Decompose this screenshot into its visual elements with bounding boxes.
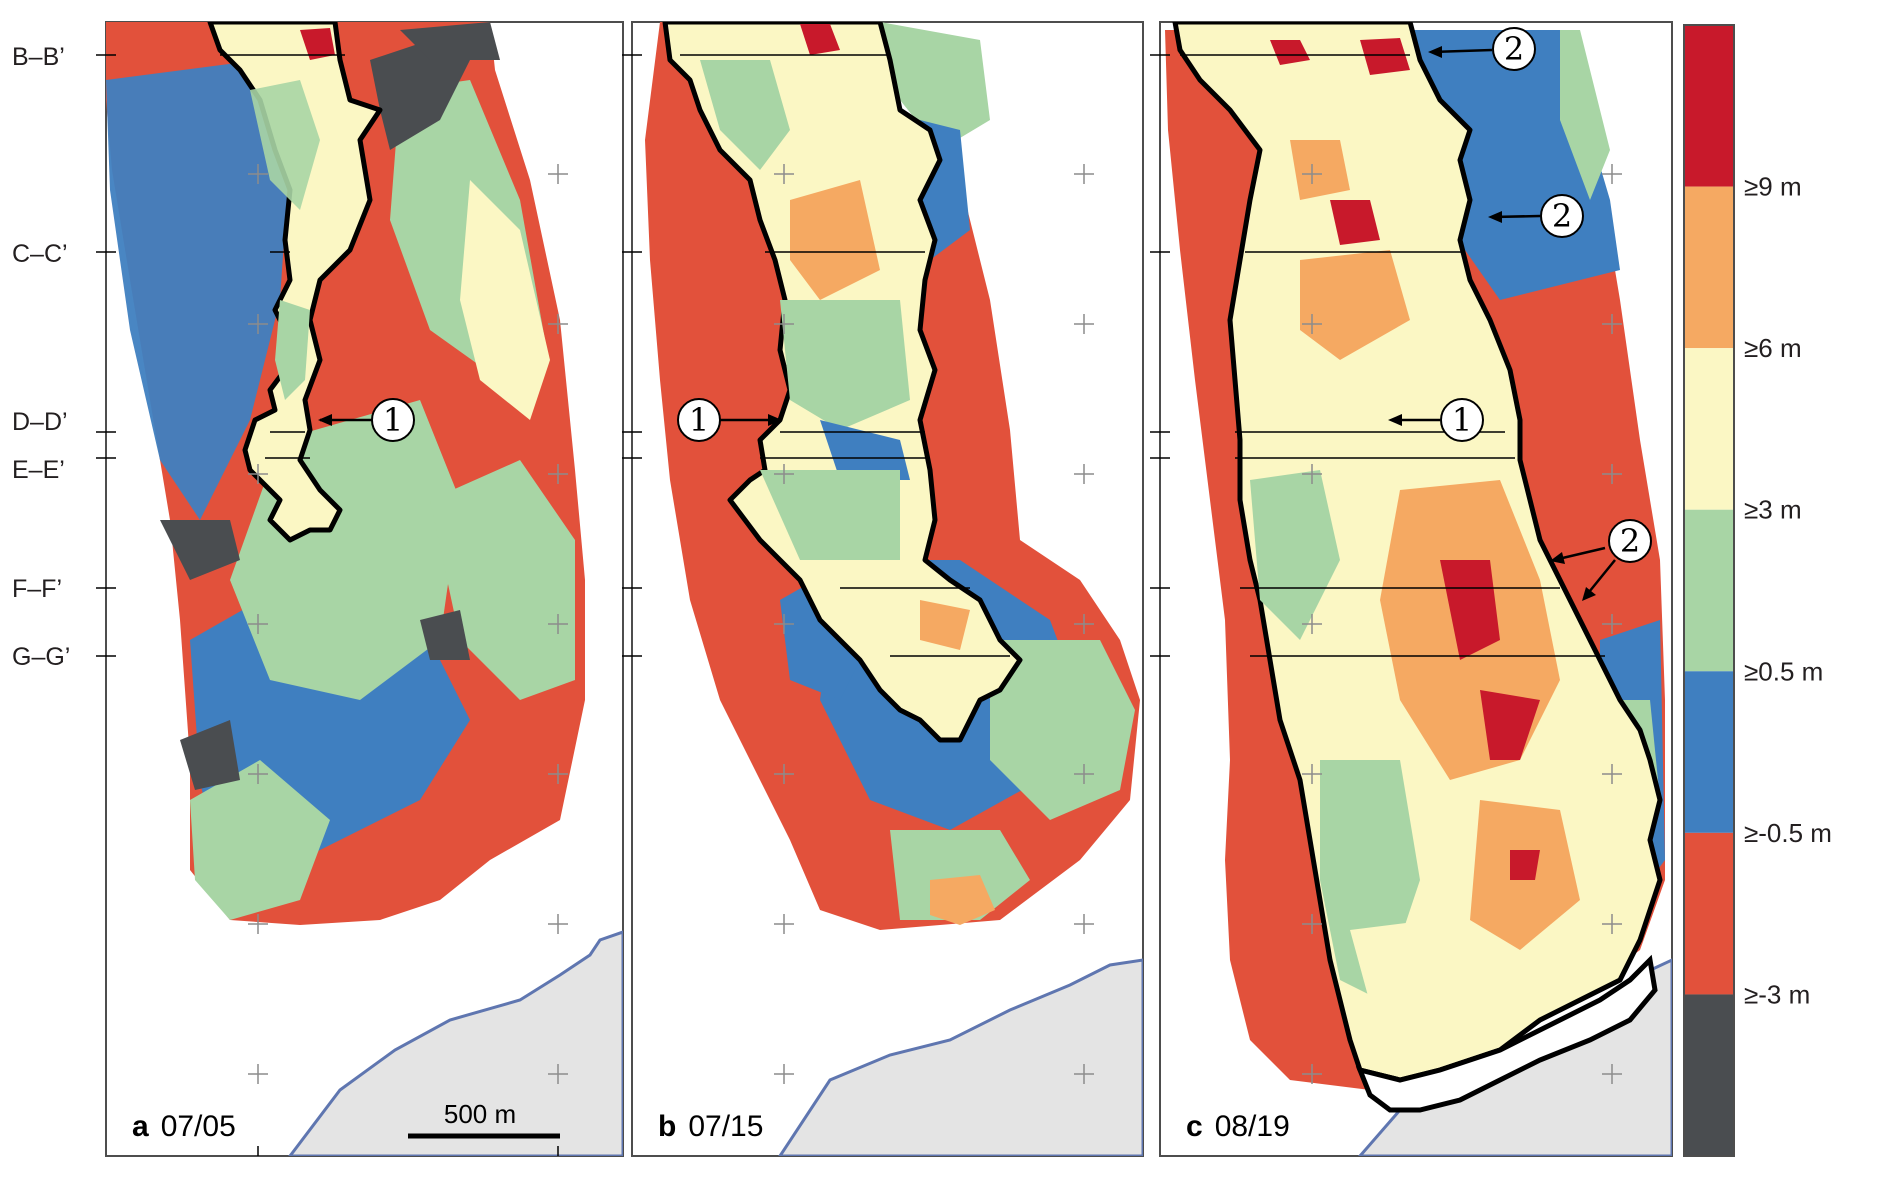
legend-label-6: ≥-3 m xyxy=(1744,979,1810,1009)
marker-a-1: 1 xyxy=(318,398,415,442)
legend-swatch-4 xyxy=(1684,671,1734,833)
marker-c-2-low: 2 xyxy=(1550,519,1652,601)
legend-frame xyxy=(1683,24,1735,1157)
profile-label-d: D–D’ xyxy=(12,408,68,436)
profile-label-b: B–B’ xyxy=(12,43,65,71)
legend-swatch-2 xyxy=(1684,348,1734,510)
profile-label-g: G–G’ xyxy=(12,643,70,671)
panel-a-tag: a 07/05 xyxy=(132,1110,236,1143)
ocean-a xyxy=(288,930,623,1156)
marker-c-2-mid: 2 xyxy=(1488,194,1584,238)
graticule-a xyxy=(248,164,568,1084)
panel-c-tag: c 08/19 xyxy=(1186,1110,1290,1143)
legend-label-3: ≥3 m xyxy=(1744,495,1802,525)
legend-label-2: ≥6 m xyxy=(1744,333,1802,363)
glacier-outline-a xyxy=(207,22,383,543)
scale-bar: 500 m xyxy=(408,1099,560,1139)
elevation-change-legend: ≥9 m ≥6 m ≥3 m ≥0.5 m ≥-0.5 m ≥-3 m xyxy=(1683,24,1832,1157)
legend-label-1: ≥9 m xyxy=(1744,172,1802,202)
legend-swatch-6 xyxy=(1684,994,1734,1156)
svg-text:1: 1 xyxy=(383,401,403,439)
legend-swatch-1 xyxy=(1684,186,1734,349)
profile-label-c: C–C’ xyxy=(12,240,68,268)
legend-label-4: ≥0.5 m xyxy=(1744,656,1823,686)
svg-text:2: 2 xyxy=(1504,30,1524,68)
marker-c-1: 1 xyxy=(1388,398,1484,442)
legend-swatch-5 xyxy=(1684,832,1734,995)
marker-c-2-top: 2 xyxy=(1428,27,1536,71)
legend-swatch-0 xyxy=(1684,25,1734,187)
legend-swatch-3 xyxy=(1684,509,1734,672)
panel-b: 1 b 07/15 xyxy=(622,21,1144,1157)
profile-labels: B–B’ C–C’ D–D’ E–E’ F–F’ G–G’ xyxy=(12,43,70,671)
marker-b-1: 1 xyxy=(677,398,782,442)
panel-a: 1 500 m a 07/05 xyxy=(96,21,624,1157)
panel-c: 2 2 1 2 c 08/19 xyxy=(1150,21,1673,1157)
scale-bar-label: 500 m xyxy=(444,1099,516,1129)
svg-text:2: 2 xyxy=(1620,522,1640,560)
profile-label-e: E–E’ xyxy=(12,456,65,484)
panel-b-tag: b 07/15 xyxy=(658,1110,763,1143)
profile-label-f: F–F’ xyxy=(12,575,62,603)
legend-label-5: ≥-0.5 m xyxy=(1744,818,1832,848)
svg-text:1: 1 xyxy=(689,401,709,439)
svg-text:2: 2 xyxy=(1552,197,1572,235)
svg-text:1: 1 xyxy=(1452,401,1472,439)
